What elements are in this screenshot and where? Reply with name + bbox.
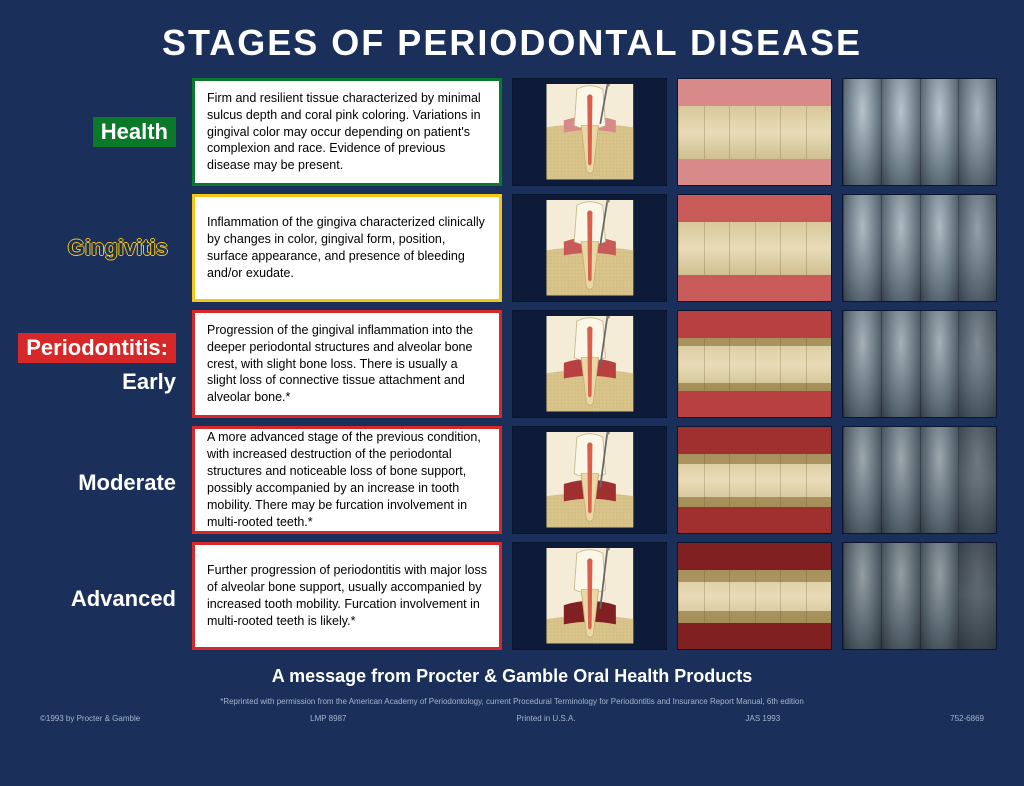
stage-row: Gingivitis Inflammation of the gingiva ch… (24, 194, 1000, 302)
clinical-photo (677, 194, 832, 302)
stage-images (512, 310, 997, 418)
stage-description: Progression of the gingival inflammation… (192, 310, 502, 418)
stage-description: Inflammation of the gingiva characterize… (192, 194, 502, 302)
page-title: STAGES OF PERIODONTAL DISEASE (0, 0, 1024, 78)
stage-description: Further progression of periodontitis wit… (192, 542, 502, 650)
stage-sublabel: Advanced (71, 586, 176, 612)
xray-image (842, 78, 997, 186)
footer-code3: 752-6869 (950, 714, 984, 723)
stage-label-col: Health (24, 78, 182, 186)
footer-copyright: ©1993 by Procter & Gamble (40, 714, 140, 723)
tooth-diagram (512, 310, 667, 418)
stage-description: A more advanced stage of the previous co… (192, 426, 502, 534)
footer-fine-print: *Reprinted with permission from the Amer… (0, 697, 1024, 706)
footer-code2: JAS 1993 (746, 714, 781, 723)
footer-message: A message from Procter & Gamble Oral Hea… (0, 666, 1024, 687)
stage-label: Gingivitis (60, 233, 176, 263)
stage-label-col: Moderate (24, 426, 182, 534)
clinical-photo (677, 78, 832, 186)
stage-sublabel: Early (122, 369, 176, 395)
clinical-photo (677, 426, 832, 534)
footer-printed: Printed in U.S.A. (516, 714, 575, 723)
stage-row: Moderate A more advanced stage of the pre… (24, 426, 1000, 534)
tooth-diagram (512, 426, 667, 534)
tooth-diagram (512, 78, 667, 186)
tooth-diagram (512, 542, 667, 650)
stage-label: Health (93, 117, 176, 147)
clinical-photo (677, 542, 832, 650)
stage-sublabel: Moderate (78, 470, 176, 496)
tooth-diagram (512, 194, 667, 302)
stage-row: Health Firm and resilient tissue characte… (24, 78, 1000, 186)
stage-label-col: Periodontitis:Early (24, 310, 182, 418)
stage-images (512, 542, 997, 650)
stage-row: Advanced Further progression of periodont… (24, 542, 1000, 650)
stages-grid: Health Firm and resilient tissue characte… (0, 78, 1024, 650)
footer-bottom: ©1993 by Procter & Gamble LMP 8987 Print… (0, 706, 1024, 723)
xray-image (842, 194, 997, 302)
stage-row: Periodontitis:EarlyProgression of the gi… (24, 310, 1000, 418)
xray-image (842, 426, 997, 534)
stage-description: Firm and resilient tissue characterized … (192, 78, 502, 186)
stage-label: Periodontitis: (18, 333, 176, 363)
xray-image (842, 542, 997, 650)
clinical-photo (677, 310, 832, 418)
stage-label-col: Gingivitis (24, 194, 182, 302)
stage-images (512, 194, 997, 302)
stage-images (512, 426, 997, 534)
stage-label-col: Advanced (24, 542, 182, 650)
stage-images (512, 78, 997, 186)
xray-image (842, 310, 997, 418)
footer-code1: LMP 8987 (310, 714, 346, 723)
